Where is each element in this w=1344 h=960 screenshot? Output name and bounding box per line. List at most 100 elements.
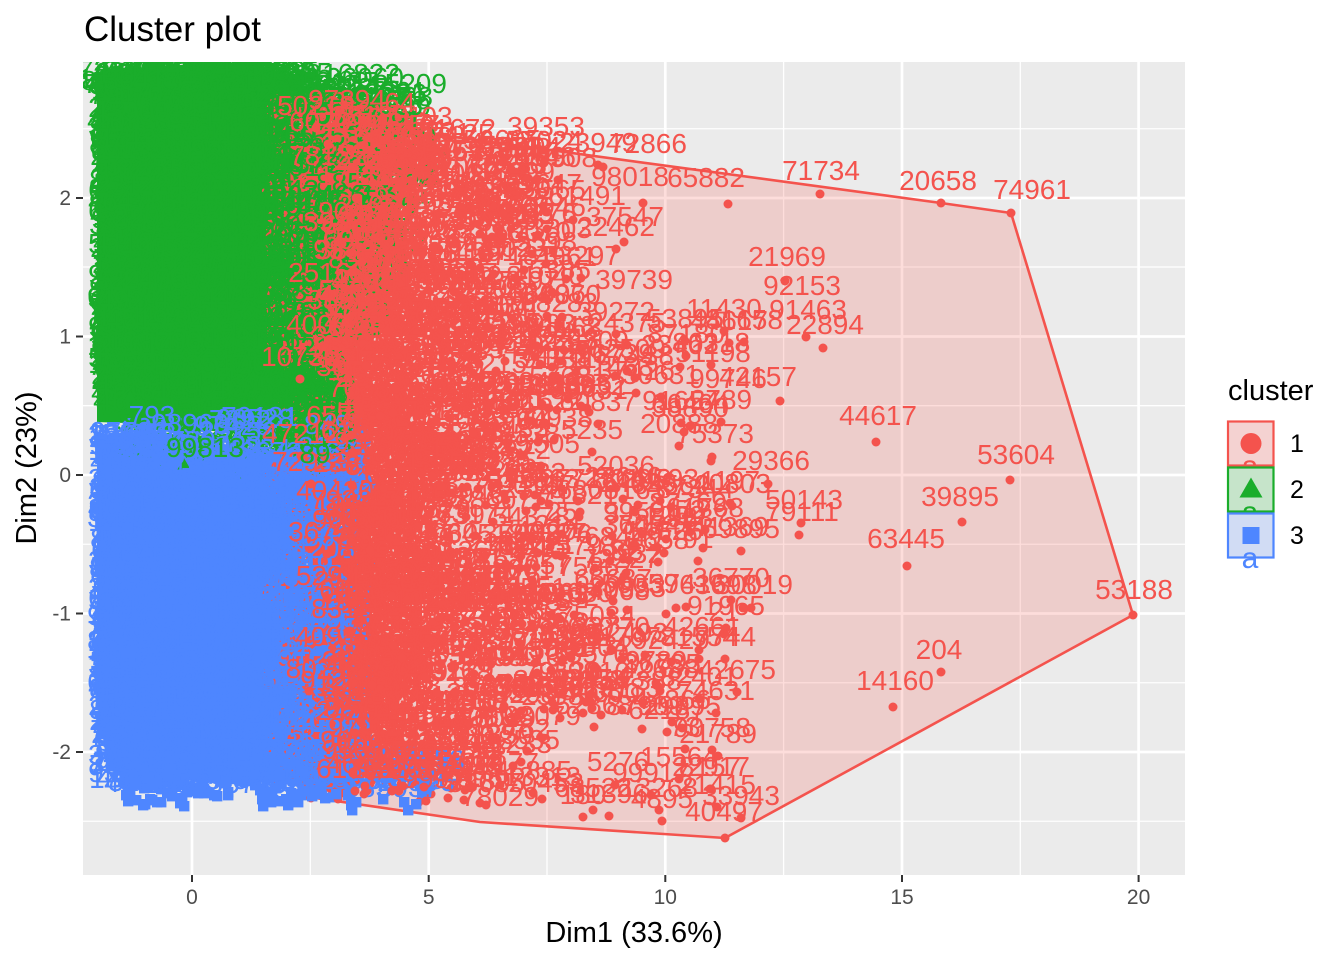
svg-text:67847: 67847: [88, 174, 166, 205]
svg-text:10: 10: [654, 886, 677, 909]
svg-text:11275: 11275: [137, 218, 213, 249]
svg-text:39895: 39895: [921, 481, 999, 512]
svg-text:1783: 1783: [97, 191, 159, 222]
svg-text:44617: 44617: [839, 400, 917, 431]
svg-text:0: 0: [186, 886, 198, 909]
svg-text:42591: 42591: [429, 566, 507, 597]
svg-text:15: 15: [890, 886, 913, 909]
svg-text:95890: 95890: [103, 263, 181, 294]
svg-text:1: 1: [1290, 430, 1304, 458]
svg-text:10055: 10055: [337, 728, 415, 759]
svg-text:76574: 76574: [157, 207, 235, 238]
svg-text:0: 0: [59, 464, 71, 487]
svg-text:-2: -2: [52, 741, 71, 764]
svg-text:89: 89: [299, 438, 330, 469]
svg-text:26030: 26030: [232, 323, 310, 354]
svg-text:42675: 42675: [698, 654, 776, 685]
svg-text:64171: 64171: [190, 274, 268, 305]
svg-text:Dim1 (33.6%): Dim1 (33.6%): [545, 917, 722, 949]
svg-text:46416: 46416: [171, 134, 249, 165]
svg-text:15022: 15022: [88, 418, 166, 449]
svg-text:11428: 11428: [89, 278, 165, 309]
svg-text:72654: 72654: [94, 567, 172, 598]
svg-text:15564: 15564: [640, 741, 718, 772]
svg-text:87863: 87863: [130, 104, 208, 135]
svg-text:86: 86: [244, 327, 275, 358]
svg-text:25913: 25913: [99, 357, 177, 388]
svg-text:20658: 20658: [899, 165, 977, 196]
svg-text:41276: 41276: [100, 275, 178, 306]
svg-text:27047: 27047: [164, 64, 242, 95]
svg-text:38019: 38019: [161, 162, 239, 193]
svg-text:36986: 36986: [255, 129, 333, 160]
svg-text:87401: 87401: [141, 133, 219, 164]
svg-text:74958: 74958: [386, 482, 464, 513]
svg-text:79922: 79922: [206, 111, 284, 142]
svg-text:21536: 21536: [124, 84, 202, 115]
svg-text:2: 2: [1290, 476, 1304, 504]
svg-text:59749: 59749: [238, 83, 316, 114]
svg-text:8512: 8512: [106, 278, 168, 309]
svg-text:22820: 22820: [92, 248, 170, 279]
svg-text:56291: 56291: [163, 231, 241, 262]
svg-text:11669: 11669: [128, 65, 204, 96]
svg-text:62026: 62026: [208, 151, 286, 182]
svg-text:46053: 46053: [212, 372, 290, 403]
svg-text:25715: 25715: [257, 158, 335, 189]
svg-text:77361: 77361: [185, 174, 263, 205]
svg-text:5795: 5795: [225, 293, 287, 324]
svg-text:62455: 62455: [166, 151, 244, 182]
svg-text:89679: 89679: [122, 207, 200, 238]
svg-text:21969: 21969: [748, 241, 826, 272]
svg-text:70129: 70129: [194, 355, 272, 386]
svg-text:87112: 87112: [127, 676, 203, 707]
svg-text:20: 20: [1127, 886, 1150, 909]
svg-text:9860: 9860: [132, 304, 194, 335]
svg-text:22894: 22894: [786, 309, 864, 340]
svg-text:78029: 78029: [461, 781, 539, 812]
svg-text:34831: 34831: [121, 266, 199, 297]
svg-text:29305: 29305: [139, 141, 217, 172]
svg-text:64: 64: [384, 87, 415, 118]
svg-text:98367: 98367: [439, 186, 517, 217]
svg-text:45162: 45162: [89, 309, 167, 340]
svg-text:53554: 53554: [129, 738, 207, 769]
svg-text:70762: 70762: [132, 78, 210, 109]
svg-text:1: 1: [59, 326, 71, 349]
svg-text:23701: 23701: [145, 274, 223, 305]
svg-text:10: 10: [134, 203, 165, 234]
svg-text:25725: 25725: [91, 359, 169, 390]
svg-text:44809: 44809: [292, 94, 370, 125]
svg-text:23242: 23242: [173, 64, 251, 95]
svg-text:cluster: cluster: [1228, 375, 1314, 407]
svg-text:62493: 62493: [590, 617, 668, 648]
svg-text:33: 33: [148, 186, 179, 217]
svg-text:12787: 12787: [208, 62, 286, 93]
svg-text:56219: 56219: [145, 310, 223, 341]
svg-text:24804: 24804: [316, 695, 394, 726]
svg-text:58349: 58349: [185, 316, 263, 347]
svg-text:204: 204: [916, 634, 963, 665]
svg-text:53743: 53743: [88, 342, 166, 373]
svg-text:73269: 73269: [126, 74, 204, 105]
svg-text:72866: 72866: [609, 128, 687, 159]
svg-text:19521: 19521: [116, 248, 194, 279]
svg-text:30019: 30019: [715, 569, 793, 600]
svg-text:71734: 71734: [782, 155, 860, 186]
svg-text:65882: 65882: [667, 162, 745, 193]
svg-text:a: a: [1242, 542, 1259, 575]
svg-text:62797: 62797: [232, 252, 310, 283]
svg-text:41295: 41295: [99, 64, 177, 95]
svg-text:12132: 12132: [91, 74, 169, 105]
svg-text:76127: 76127: [332, 81, 410, 112]
svg-text:79152: 79152: [89, 184, 167, 215]
svg-text:51: 51: [336, 397, 367, 428]
svg-text:53604: 53604: [977, 439, 1055, 470]
svg-text:52317: 52317: [253, 229, 331, 260]
svg-text:44578: 44578: [98, 109, 176, 140]
svg-text:31928: 31928: [102, 203, 180, 234]
svg-text:49883: 49883: [93, 151, 171, 182]
svg-text:3346: 3346: [174, 242, 236, 273]
svg-text:-1: -1: [52, 603, 71, 626]
svg-text:Cluster plot: Cluster plot: [84, 10, 261, 49]
